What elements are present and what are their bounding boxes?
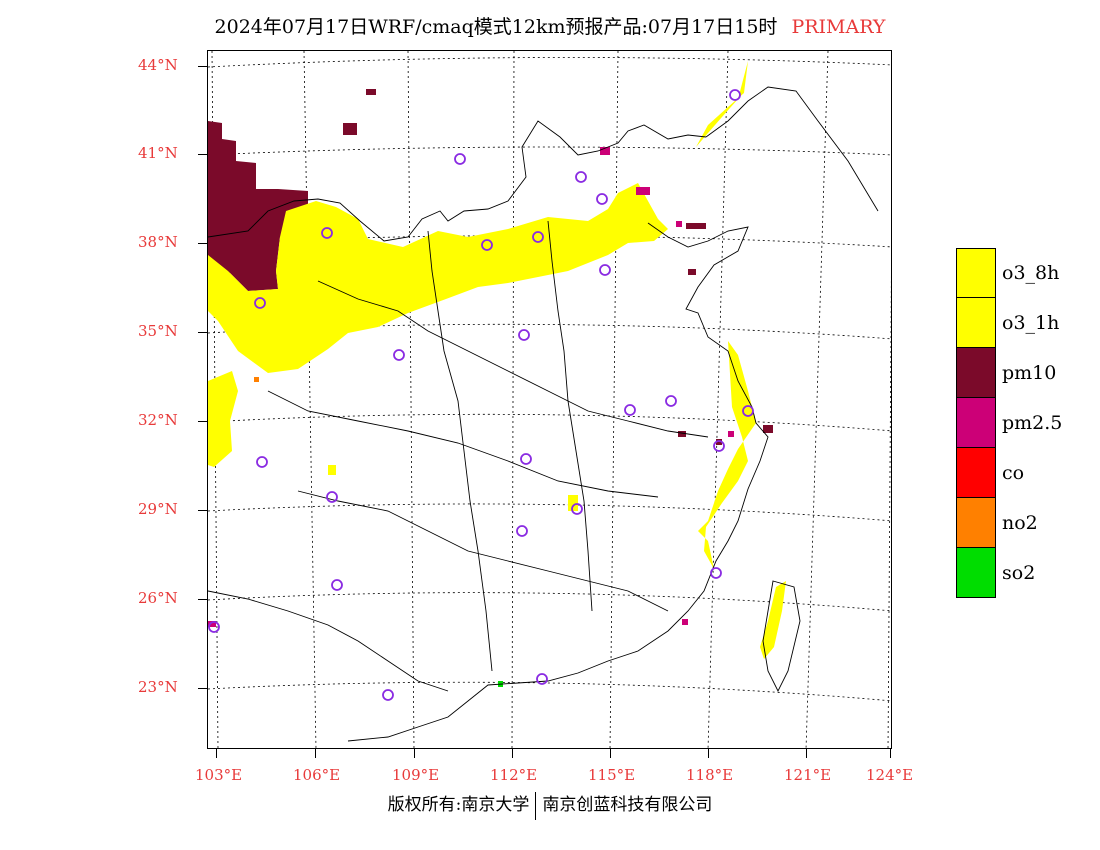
legend-swatch: [956, 548, 996, 598]
graticule-lat-29: [208, 503, 891, 522]
lon-tick: [216, 749, 217, 758]
province-line-2: [267, 390, 659, 498]
graticule-lon-106: [303, 51, 317, 748]
legend-item-o3-8h: o3_8h: [956, 248, 1086, 298]
graticule-lon-115: [609, 51, 619, 748]
legend-item-so2: so2: [956, 548, 1086, 598]
no2-area: [254, 377, 259, 382]
copyright-separator: [535, 791, 537, 820]
legend-swatch: [956, 248, 996, 298]
legend-label: o3_8h: [1002, 262, 1060, 284]
lat-tick: [198, 421, 207, 422]
lat-label-44: 44°N: [138, 56, 178, 74]
northeast-boundary: [705, 86, 879, 212]
lon-label-115: 115°E: [588, 766, 636, 784]
graticule-lon-112: [511, 51, 515, 748]
lat-tick: [198, 510, 207, 511]
lon-label-112: 112°E: [490, 766, 538, 784]
lon-tick: [315, 749, 316, 758]
southwest-boundary: [208, 590, 449, 692]
graticule-lon-118: [707, 51, 729, 748]
title-tag: PRIMARY: [791, 16, 886, 38]
lon-label-106: 106°E: [293, 766, 341, 784]
title-main: 2024年07月17日WRF/cmaq模式12km预报产品:07月17日15时: [214, 16, 778, 38]
graticule-lon-124: [887, 274, 891, 748]
lon-tick: [890, 749, 891, 758]
legend-item-co: co: [956, 448, 1086, 498]
map-canvas: [208, 51, 891, 748]
lon-label-121: 121°E: [784, 766, 832, 784]
copyright-right: 南京创蓝科技有限公司: [542, 795, 713, 815]
graticule-lat-23: [208, 681, 891, 702]
legend-item-no2: no2: [956, 498, 1086, 548]
legend-label: co: [1002, 462, 1025, 484]
map-panel[interactable]: [207, 50, 892, 749]
legend-item-o3-1h: o3_1h: [956, 298, 1086, 348]
legend-item-pm25: pm2.5: [956, 398, 1086, 448]
legend-item-pm10: pm10: [956, 348, 1086, 398]
lat-tick: [198, 66, 207, 67]
graticule-lon-109: [407, 51, 415, 748]
graticule-lat-41: [208, 146, 891, 156]
copyright-left: 版权所有:南京大学: [387, 795, 530, 815]
lon-tick: [708, 749, 709, 758]
boundaries: [208, 86, 879, 742]
lat-label-32: 32°N: [138, 411, 178, 429]
legend-label: o3_1h: [1002, 312, 1060, 334]
lat-tick: [198, 243, 207, 244]
lat-label-26: 26°N: [138, 589, 178, 607]
legend-swatch: [956, 298, 996, 348]
lon-label-124: 124°E: [866, 766, 914, 784]
lat-label-29: 29°N: [138, 500, 178, 518]
province-line-4: [427, 230, 493, 672]
lon-tick: [512, 749, 513, 758]
legend: o3_8h o3_1h pm10 pm2.5 co no2 so2: [956, 248, 1086, 598]
lat-tick: [198, 688, 207, 689]
taiwan-outline: [762, 580, 801, 693]
lon-tick: [806, 749, 807, 758]
northern-boundary: [208, 120, 707, 242]
copyright: 版权所有:南京大学 南京创蓝科技有限公司: [0, 790, 1100, 820]
lon-label-103: 103°E: [195, 766, 243, 784]
graticule-lat-32: [208, 413, 891, 432]
province-line-5: [547, 220, 593, 612]
province-line-1: [317, 280, 709, 438]
legend-label: no2: [1002, 512, 1038, 534]
legend-swatch: [956, 498, 996, 548]
ozone-area: [208, 61, 786, 659]
pm10-area: [208, 89, 773, 445]
province-line-3: [297, 490, 669, 612]
map-title: 2024年07月17日WRF/cmaq模式12km预报产品:07月17日15时 P…: [0, 12, 1100, 39]
legend-label: pm10: [1002, 362, 1057, 384]
lat-label-35: 35°N: [138, 322, 178, 340]
lon-tick: [610, 749, 611, 758]
coastline: [347, 222, 769, 742]
lon-label-118: 118°E: [686, 766, 734, 784]
lat-tick: [198, 154, 207, 155]
lat-tick: [198, 332, 207, 333]
graticule-lon-121: [805, 51, 829, 748]
lat-label-38: 38°N: [138, 233, 178, 251]
graticule-lat-44: [208, 57, 891, 68]
lat-label-41: 41°N: [138, 144, 178, 162]
lon-tick: [414, 749, 415, 758]
graticule-lat-26: [208, 592, 891, 612]
legend-label: pm2.5: [1002, 412, 1063, 434]
lon-label-109: 109°E: [392, 766, 440, 784]
stations: [208, 89, 754, 701]
lat-label-23: 23°N: [138, 678, 178, 696]
legend-swatch: [956, 348, 996, 398]
lat-tick: [198, 599, 207, 600]
legend-swatch: [956, 448, 996, 498]
graticule: [208, 51, 891, 748]
legend-label: so2: [1002, 562, 1036, 584]
pm25-area: [208, 147, 734, 627]
legend-swatch: [956, 398, 996, 448]
